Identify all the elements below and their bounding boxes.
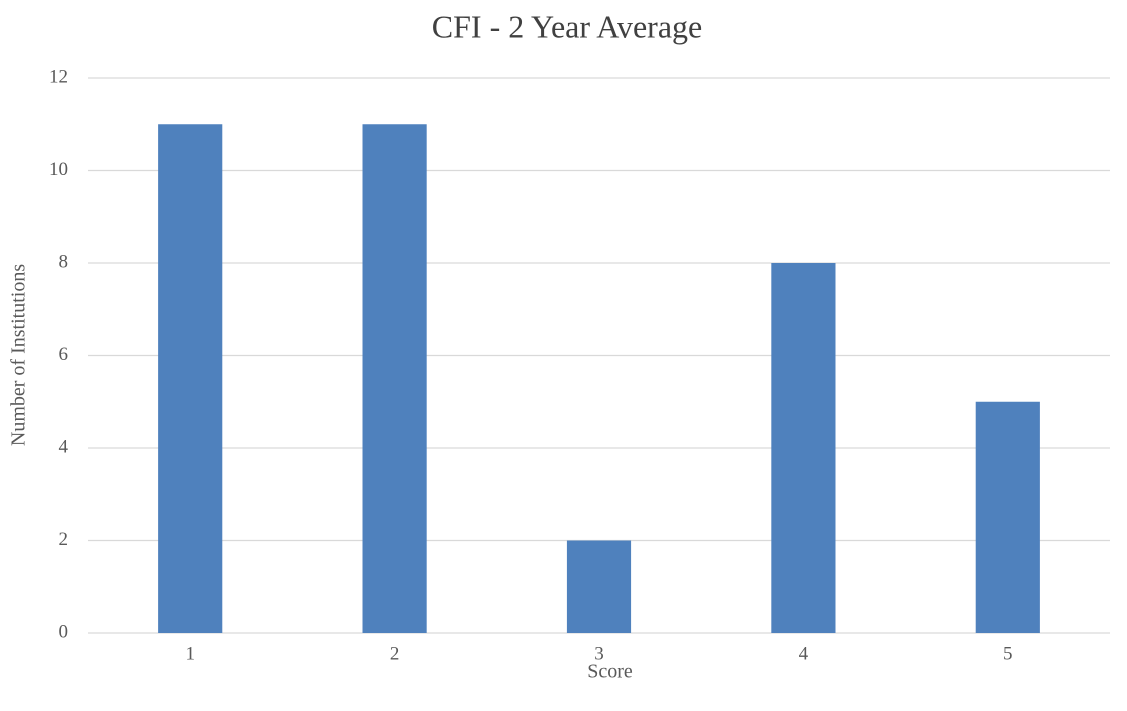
y-tick-label: 10 — [49, 159, 68, 180]
bar — [771, 263, 836, 633]
x-axis-title: Score — [587, 661, 633, 683]
y-axis-title: Number of Institutions — [8, 264, 30, 446]
x-tick-label: 1 — [185, 643, 195, 664]
x-tick-label: 4 — [799, 643, 809, 664]
x-tick-label: 5 — [1003, 643, 1013, 664]
y-tick-label: 12 — [49, 66, 68, 87]
bar — [362, 124, 427, 633]
chart-title: CFI - 2 Year Average — [432, 8, 702, 44]
x-tick-label: 2 — [390, 643, 400, 664]
y-tick-label: 8 — [59, 251, 69, 272]
bar — [566, 540, 632, 633]
bar — [975, 401, 1040, 633]
y-tick-label: 6 — [59, 344, 69, 365]
y-tick-label: 2 — [59, 529, 69, 550]
bar — [158, 124, 223, 633]
y-tick-label: 4 — [59, 436, 69, 457]
x-tick-label: 3 — [594, 643, 604, 664]
y-tick-label: 0 — [59, 621, 69, 642]
